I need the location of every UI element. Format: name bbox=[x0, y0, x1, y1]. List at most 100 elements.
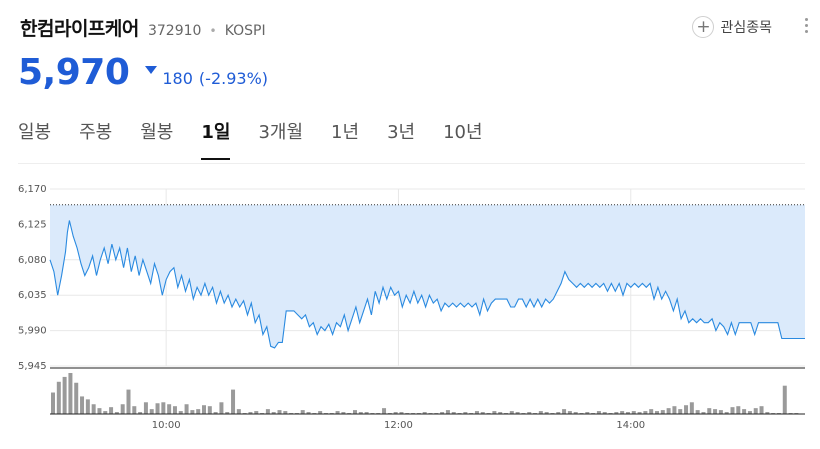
volume-bar bbox=[335, 411, 340, 414]
volume-bar bbox=[509, 411, 514, 414]
volume-bar bbox=[498, 412, 503, 414]
volume-bar bbox=[231, 389, 236, 414]
volume-bar bbox=[167, 404, 172, 414]
stock-header: 한컴라이프케어 372910 • KOSPI + 관심종목 bbox=[20, 14, 810, 44]
volume-bar bbox=[463, 412, 468, 414]
volume-bar bbox=[56, 381, 61, 414]
volume-bar bbox=[713, 409, 718, 414]
volume-bar bbox=[318, 411, 323, 414]
volume-bars bbox=[50, 373, 805, 415]
down-arrow-icon bbox=[145, 66, 158, 74]
volume-bar bbox=[300, 410, 305, 414]
market-label: KOSPI bbox=[224, 23, 266, 39]
x-tick-label: 14:00 bbox=[616, 420, 645, 431]
volume-bar bbox=[527, 412, 532, 414]
volume-bar bbox=[730, 407, 735, 414]
volume-bar bbox=[614, 412, 619, 414]
volume-bar bbox=[538, 411, 543, 414]
volume-bar bbox=[544, 412, 549, 414]
volume-bar bbox=[399, 412, 404, 414]
tabs-divider bbox=[18, 163, 805, 164]
volume-bar bbox=[68, 373, 73, 414]
volume-bar bbox=[393, 412, 398, 414]
volume-bar bbox=[126, 389, 131, 414]
current-price: 5,970 bbox=[18, 52, 130, 93]
volume-bar bbox=[248, 412, 253, 414]
volume-bar bbox=[666, 408, 671, 414]
volume-bar bbox=[51, 392, 55, 414]
volume-bar bbox=[707, 408, 712, 414]
volume-bar bbox=[109, 407, 114, 414]
volume-bar bbox=[161, 402, 166, 414]
tab-1year[interactable]: 1년 bbox=[331, 122, 360, 143]
volume-bar bbox=[556, 412, 561, 414]
volume-bar bbox=[765, 412, 770, 414]
volume-bar bbox=[649, 409, 654, 414]
volume-bar bbox=[684, 405, 689, 414]
volume-bar bbox=[422, 412, 427, 414]
tab-3months[interactable]: 3개월 bbox=[258, 122, 304, 143]
volume-bar bbox=[596, 411, 601, 414]
volume-bar bbox=[724, 412, 729, 414]
price-line bbox=[49, 220, 805, 349]
volume-bar bbox=[718, 410, 723, 414]
separator-dot: • bbox=[209, 24, 217, 38]
y-tick-label: 6,035 bbox=[18, 290, 47, 301]
volume-bar bbox=[573, 412, 578, 414]
y-tick-label: 6,080 bbox=[18, 255, 47, 266]
volume-bar bbox=[265, 409, 270, 414]
price-fill bbox=[50, 204, 805, 348]
volume-bar bbox=[445, 410, 450, 414]
volume-bar bbox=[85, 399, 90, 414]
volume-bar bbox=[143, 402, 148, 414]
volume-bar bbox=[480, 412, 485, 414]
volume-bar bbox=[172, 406, 177, 414]
volume-bar bbox=[254, 411, 259, 414]
volume-bar bbox=[747, 411, 752, 414]
volume-bar bbox=[80, 396, 85, 414]
volume-bar bbox=[655, 411, 659, 414]
y-tick-label: 6,170 bbox=[18, 184, 47, 195]
volume-bar bbox=[62, 376, 67, 414]
stock-code: 372910 bbox=[147, 23, 202, 39]
x-tick-label: 12:00 bbox=[384, 420, 413, 431]
volume-bar bbox=[149, 409, 154, 414]
volume-bar bbox=[753, 408, 758, 414]
volume-bar bbox=[701, 412, 706, 414]
y-axis-ticks: 6,170 6,125 6,080 6,035 5,990 5,945 bbox=[18, 184, 47, 372]
tab-weekly[interactable]: 주봉 bbox=[79, 122, 113, 143]
more-options-icon[interactable] bbox=[802, 18, 810, 38]
volume-bar bbox=[202, 405, 206, 414]
price-change: 180 bbox=[162, 69, 193, 88]
volume-bar bbox=[353, 410, 357, 414]
volume-bar bbox=[440, 412, 445, 414]
volume-bar bbox=[625, 412, 630, 414]
volume-bar bbox=[178, 411, 183, 414]
volume-bar bbox=[219, 402, 224, 414]
plus-icon: + bbox=[692, 16, 715, 38]
volume-bar bbox=[567, 411, 572, 414]
volume-bar bbox=[341, 412, 346, 414]
favorite-label: 관심종목 bbox=[720, 20, 772, 36]
volume-bar bbox=[492, 411, 497, 414]
volume-bar bbox=[562, 409, 567, 414]
favorite-button[interactable]: + 관심종목 bbox=[692, 16, 772, 38]
tab-3years[interactable]: 3년 bbox=[387, 122, 416, 143]
volume-bar bbox=[364, 412, 369, 414]
volume-bar bbox=[213, 412, 218, 414]
volume-bar bbox=[643, 411, 648, 414]
volume-bar bbox=[103, 411, 108, 414]
tab-monthly[interactable]: 월봉 bbox=[140, 122, 174, 143]
tab-1day[interactable]: 1일 bbox=[201, 118, 231, 160]
tab-10years[interactable]: 10년 bbox=[443, 122, 483, 143]
volume-bar bbox=[736, 406, 741, 414]
volume-bar bbox=[742, 409, 747, 414]
tab-daily[interactable]: 일봉 bbox=[18, 122, 52, 143]
volume-bar bbox=[277, 410, 282, 414]
volume-bar bbox=[97, 408, 102, 414]
intraday-chart[interactable]: 6,170 6,125 6,080 6,035 5,990 5,945 10:00 12:0… bbox=[0, 175, 820, 449]
volume-bar bbox=[695, 410, 700, 414]
volume-bar bbox=[678, 409, 683, 414]
y-tick-label: 5,990 bbox=[18, 326, 47, 337]
volume-bar bbox=[358, 412, 363, 414]
